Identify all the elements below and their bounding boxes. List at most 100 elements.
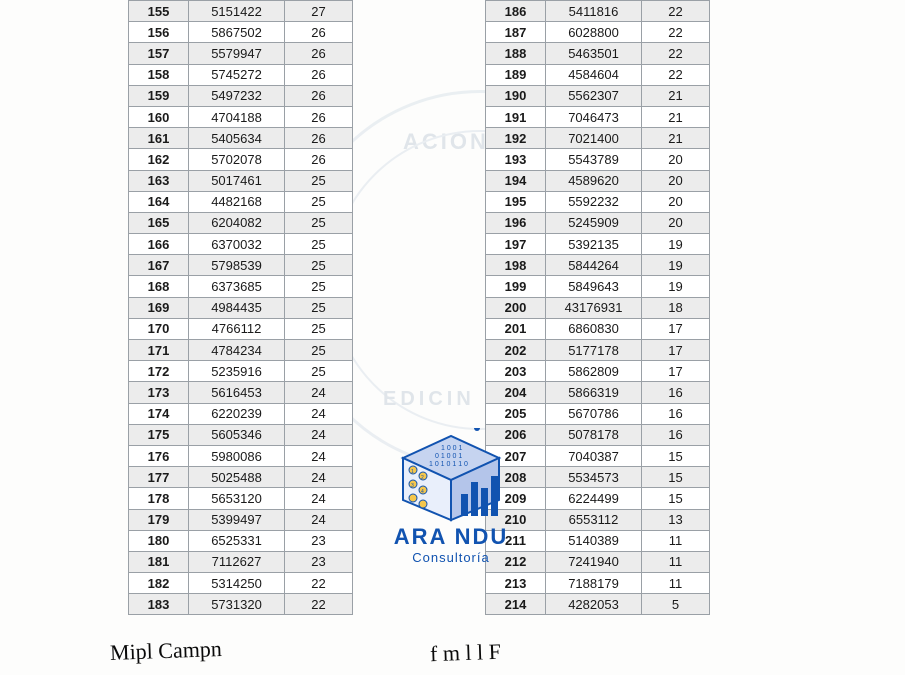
svg-text:1 0 1 0 1 1 0: 1 0 1 0 1 1 0: [429, 461, 468, 468]
table-cell: 6204082: [189, 212, 285, 233]
table-cell: 24: [285, 382, 353, 403]
table-cell: 5245909: [546, 212, 642, 233]
signature-left: Mipl Campn: [110, 636, 223, 666]
table-cell: 19: [642, 276, 710, 297]
stamp-sub-text: Consultoría: [376, 550, 526, 565]
table-cell: 24: [285, 467, 353, 488]
table-cell: 196: [486, 212, 546, 233]
table-row: 175560534624: [129, 424, 353, 445]
table-cell: 174: [129, 403, 189, 424]
table-row: 189458460422: [486, 64, 710, 85]
table-cell: 19: [642, 255, 710, 276]
table-cell: 5140389: [546, 530, 642, 551]
table-cell: 7112627: [189, 551, 285, 572]
table-cell: 4589620: [546, 170, 642, 191]
svg-text:1: 1: [411, 469, 414, 475]
svg-text:2: 2: [421, 475, 424, 481]
table-row: 163501746125: [129, 170, 353, 191]
table-cell: 166: [129, 234, 189, 255]
table-cell: 5670786: [546, 403, 642, 424]
table-cell: 177: [129, 467, 189, 488]
table-row: 174622023924: [129, 403, 353, 424]
table-row: 160470418826: [129, 106, 353, 127]
table-cell: 168: [129, 276, 189, 297]
table-cell: 5844264: [546, 255, 642, 276]
signature-right: f m l l F: [430, 639, 502, 667]
table-row: 190556230721: [486, 85, 710, 106]
table-cell: 7188179: [546, 573, 642, 594]
table-row: 165620408225: [129, 212, 353, 233]
table-row: 178565312024: [129, 488, 353, 509]
table-cell: 156: [129, 22, 189, 43]
table-cell: 23: [285, 551, 353, 572]
table-row: 187602880022: [486, 22, 710, 43]
table-cell: 180: [129, 530, 189, 551]
table-cell: 191: [486, 106, 546, 127]
table-cell: 5616453: [189, 382, 285, 403]
table-cell: 6370032: [189, 234, 285, 255]
table-row: 194458962020: [486, 170, 710, 191]
table-row: 205567078616: [486, 403, 710, 424]
table-cell: 4766112: [189, 318, 285, 339]
table-cell: 17: [642, 361, 710, 382]
table-cell: 15: [642, 488, 710, 509]
table-cell: 160: [129, 106, 189, 127]
table-cell: 6553112: [546, 509, 642, 530]
table-cell: 7241940: [546, 551, 642, 572]
table-cell: 155: [129, 1, 189, 22]
table-cell: 21: [642, 85, 710, 106]
table-cell: 25: [285, 340, 353, 361]
table-cell: 4584604: [546, 64, 642, 85]
table-cell: 170: [129, 318, 189, 339]
table-cell: 26: [285, 106, 353, 127]
table-cell: 15: [642, 445, 710, 466]
table-cell: 4482168: [189, 191, 285, 212]
table-cell: 199: [486, 276, 546, 297]
table-cell: 22: [642, 43, 710, 64]
table-cell: 175: [129, 424, 189, 445]
table-cell: 173: [129, 382, 189, 403]
table-cell: 188: [486, 43, 546, 64]
table-cell: 20: [642, 212, 710, 233]
table-cell: 26: [285, 43, 353, 64]
table-cell: 5702078: [189, 149, 285, 170]
table-cell: 5392135: [546, 234, 642, 255]
table-cell: 24: [285, 488, 353, 509]
table-row: 171478423425: [129, 340, 353, 361]
table-cell: 5562307: [546, 85, 642, 106]
stamp-main-text: ARA NDU: [376, 526, 526, 548]
stamp-cube: 1 0 0 1 0 1 0 0 1 1 0 1 0 1 1 0 1 2 3 4: [391, 428, 511, 522]
table-cell: 7021400: [546, 128, 642, 149]
table-cell: 19: [642, 234, 710, 255]
table-row: 198584426419: [486, 255, 710, 276]
table-cell: 26: [285, 85, 353, 106]
table-cell: 11: [642, 573, 710, 594]
left-table: 1555151422271565867502261575579947261585…: [128, 0, 353, 615]
table-row: 173561645324: [129, 382, 353, 403]
table-cell: 5862809: [546, 361, 642, 382]
table-cell: 186: [486, 1, 546, 22]
table-cell: 167: [129, 255, 189, 276]
table-cell: 176: [129, 445, 189, 466]
table-row: 192702140021: [486, 128, 710, 149]
table-cell: 7040387: [546, 445, 642, 466]
table-cell: 163: [129, 170, 189, 191]
table-cell: 5592232: [546, 191, 642, 212]
table-cell: 25: [285, 234, 353, 255]
svg-text:0 1 0 0 1: 0 1 0 0 1: [435, 453, 462, 460]
table-cell: 25: [285, 297, 353, 318]
table-row: 167579853925: [129, 255, 353, 276]
table-cell: 4282053: [546, 594, 642, 615]
table-cell: 5025488: [189, 467, 285, 488]
table-cell: 205: [486, 403, 546, 424]
table-cell: 183: [129, 594, 189, 615]
table-cell: 169: [129, 297, 189, 318]
table-row: 176598008624: [129, 445, 353, 466]
table-row: 195559223220: [486, 191, 710, 212]
table-row: 168637368525: [129, 276, 353, 297]
table-cell: 158: [129, 64, 189, 85]
table-row: 158574527226: [129, 64, 353, 85]
table-cell: 25: [285, 318, 353, 339]
table-cell: 5543789: [546, 149, 642, 170]
table-cell: 16: [642, 424, 710, 445]
